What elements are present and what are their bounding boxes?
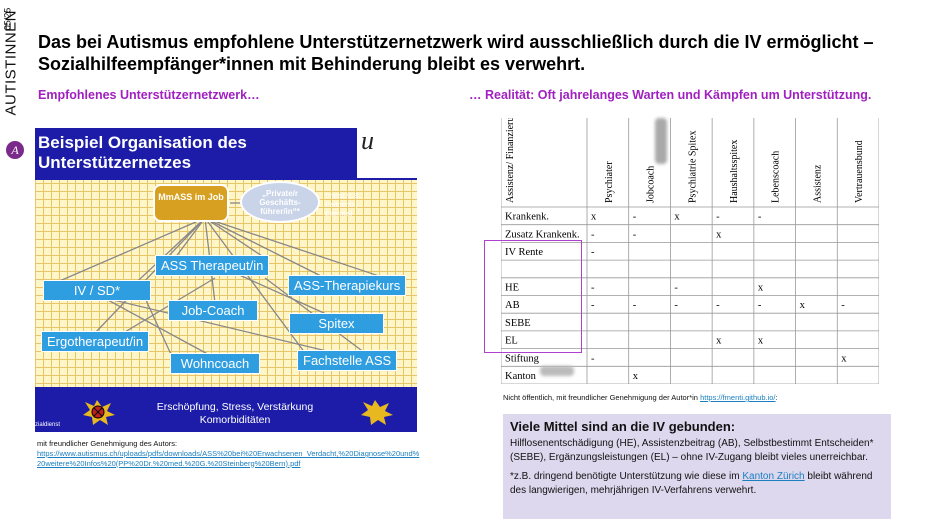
cell: x [591,212,597,223]
cell: - [841,300,845,311]
caption-text: : [775,393,778,402]
cell: x [674,212,680,223]
link[interactable]: Kanton Zürich [742,471,805,482]
cell: - [758,212,762,223]
cell: x [716,336,722,347]
center-node: MmASS im Job [153,184,229,222]
box-text: Hilflosenentschädigung (HE), Assistenzbe… [510,438,874,463]
brand: AUTISTINNEN [2,9,20,116]
node: Ergotherapeut/in [41,331,150,352]
node: Spitex [289,313,384,334]
logo: A [6,141,24,159]
icons [83,400,393,425]
cell: - [591,353,595,364]
link[interactable]: https://fmenti.github.io/ [700,393,776,402]
source-link[interactable]: https://www.autismus.ch/uploads/pdfs/dow… [37,449,420,468]
row-label: EL [505,336,518,347]
row-label: IV Rente [505,247,543,258]
cell: x [800,300,806,311]
column-header: Jobcoach [646,166,657,203]
table-grid: Assistenz/ Finanzierung Psychiater Jobcoac… [501,118,879,384]
caption: Nicht öffentlich, mit freundlicher Geneh… [503,393,778,402]
cell: - [633,300,637,311]
row-label: Krankenk. [505,212,549,223]
cell: - [591,300,595,311]
node: ASS Therapeut/in [155,255,270,276]
row-label: HE [505,283,519,294]
column-header: Vertrauensbund [854,140,865,203]
row-label: AB [505,300,520,311]
row-label: Stiftung [505,353,540,364]
row-label: SEBE [505,318,531,329]
cell: - [591,283,595,294]
info-box: Viele Mittel sind an die IV gebunden: Hi… [503,414,891,519]
page-number: 05/25 [2,7,13,31]
box-note: *z.B. dringend benötigte Unterstützung w… [510,470,884,498]
cell: - [633,229,637,240]
node: Wohncoach [170,353,260,374]
column-header: Lebenscoach [771,151,782,203]
manager-node: „Private/r Geschäfts-führer/in“* [240,181,320,223]
cell: x [758,336,764,347]
blur [655,118,667,164]
box-heading: Viele Mittel sind an die IV gebunden: [510,419,736,434]
cell: x [716,229,722,240]
cell: - [758,300,762,311]
cell: - [674,283,678,294]
highlight [484,240,582,353]
logo: u [357,128,417,178]
cell: - [716,212,720,223]
cell: x [633,371,639,382]
heading: Empfohlenes Unterstützernetzwerk… [38,88,260,102]
table: Assistenz/ Finanzierung Psychiater Jobcoac… [501,118,879,384]
cell: x [841,353,847,364]
diagram-title: Beispiel Organisation des Unterstützerne… [38,133,247,172]
note: *meist /z.B. Partner/in, Elternteil [325,193,361,218]
heading: … Realität: Oft jahrelanges Warten und K… [469,88,872,102]
column-header: Psychiatrie Spitex [687,131,698,204]
cell: - [591,247,595,258]
column-header: Assistenz [812,164,823,203]
row-label: Kanton [505,371,537,382]
cell: - [716,300,720,311]
text: *z.B. dringend benötigte Unterstützung w… [510,471,743,482]
cell: x [758,283,764,294]
column-header: Assistenz/ Finanzierung [505,118,516,203]
node: Fachstelle ASS [297,350,398,371]
blur [540,366,574,376]
cell: - [591,229,595,240]
text: bleibt während des langwierigen, mehrjäh… [510,471,873,496]
cell: - [674,300,678,311]
title: Das bei Autismus empfohlene Unterstützer… [38,32,874,52]
caption-text: Nicht öffentlich, mit freundlicher Geneh… [503,393,701,402]
node: IV / SD* [43,280,151,301]
row-label: Zusatz Krankenk. [505,229,580,240]
diagram: Beispiel Organisation des Unterstützerne… [35,128,417,432]
corner-text: zialdienst [35,422,61,428]
title: Sozialhilfeempfänger*innen mit Behinderu… [38,54,586,74]
diagram-header [35,128,417,180]
cell: - [633,212,637,223]
column-header: Psychiater [604,161,615,203]
node: Job-Coach [168,300,258,321]
caption: mit freundlicher Genehmigung des Autors: [37,439,178,448]
diagram-footer: Erschöpfung, Stress, Verstärkung Komorbi… [156,401,314,426]
column-header: Haushaltsspitex [729,140,740,203]
node: ASS-Therapiekurs [288,275,407,296]
